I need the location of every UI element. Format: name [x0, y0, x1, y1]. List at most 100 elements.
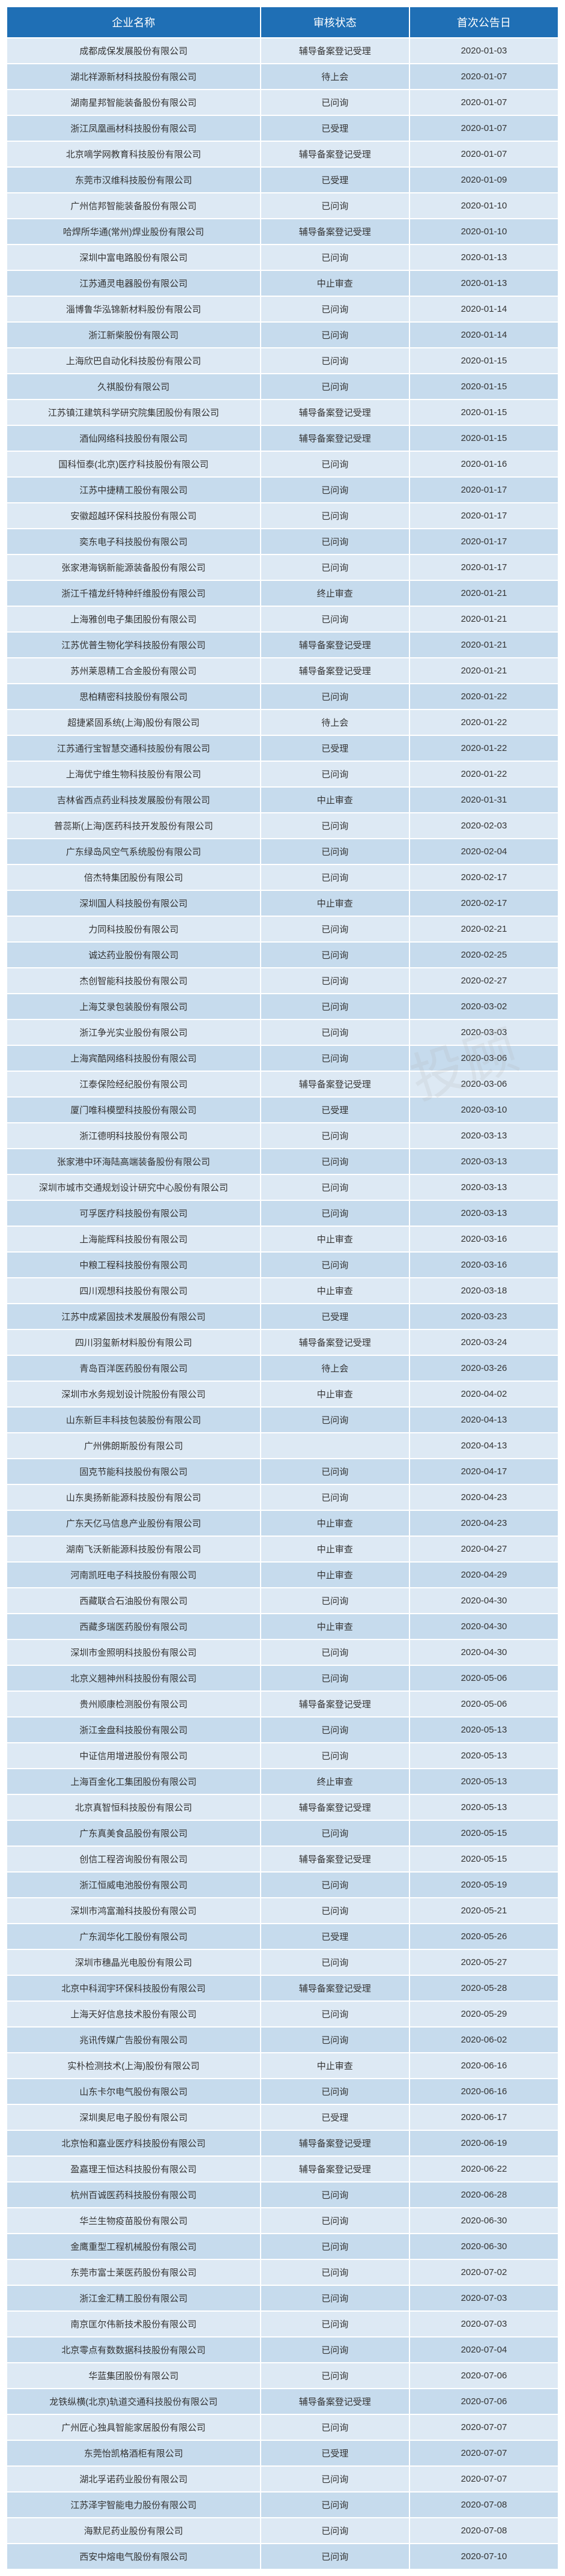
- cell-date: 2020-03-23: [409, 1304, 558, 1329]
- cell-date: 2020-01-15: [409, 348, 558, 374]
- table-row: 东莞怡凯格酒柜有限公司已受理2020-07-07: [7, 2440, 558, 2466]
- cell-date: 2020-04-30: [409, 1614, 558, 1639]
- cell-status: 已问询: [261, 1639, 409, 1665]
- cell-status: 已受理: [261, 735, 409, 761]
- table-row: 上海百金化工集团股份有限公司终止审查2020-05-13: [7, 1769, 558, 1794]
- table-row: 贵州顺康检测股份有限公司辅导备案登记受理2020-05-06: [7, 1691, 558, 1717]
- cell-date: 2020-05-19: [409, 1872, 558, 1898]
- table-row: 广东绿岛风空气系统股份有限公司已问询2020-02-04: [7, 839, 558, 864]
- cell-name: 浙江金汇精工股份有限公司: [7, 2285, 261, 2311]
- cell-name: 成都成保发展股份有限公司: [7, 38, 261, 64]
- cell-status: 已问询: [261, 1407, 409, 1433]
- cell-name: 江苏中捷精工股份有限公司: [7, 477, 261, 503]
- cell-name: 深圳市金照明科技股份有限公司: [7, 1639, 261, 1665]
- cell-name: 超捷紧固系统(上海)股份有限公司: [7, 709, 261, 735]
- cell-date: 2020-01-10: [409, 219, 558, 245]
- table-row: 超捷紧固系统(上海)股份有限公司待上会2020-01-22: [7, 709, 558, 735]
- cell-name: 久祺股份有限公司: [7, 374, 261, 399]
- cell-status: 已问询: [261, 1872, 409, 1898]
- table-row: 湖南星邦智能装备股份有限公司已问询2020-01-07: [7, 90, 558, 115]
- cell-name: 广州佛朗斯股份有限公司: [7, 1433, 261, 1459]
- cell-status: 已问询: [261, 1252, 409, 1278]
- cell-status: 已问询: [261, 554, 409, 580]
- table-row: 上海艾录包装股份有限公司已问询2020-03-02: [7, 994, 558, 1019]
- table-row: 上海宾酷网络科技股份有限公司已问询2020-03-06: [7, 1045, 558, 1071]
- table-row: 江泰保险经纪股份有限公司辅导备案登记受理2020-03-06: [7, 1071, 558, 1097]
- table-row: 西安中熔电气股份有限公司已问询2020-07-10: [7, 2544, 558, 2569]
- cell-date: 2020-05-06: [409, 1665, 558, 1691]
- table-row: 深圳市水务规划设计院股份有限公司中止审查2020-04-02: [7, 1381, 558, 1407]
- table-row: 河南凯旺电子科技股份有限公司中止审查2020-04-29: [7, 1562, 558, 1588]
- cell-date: 2020-07-08: [409, 2518, 558, 2544]
- table-row: 普蕊斯(上海)医药科技开发股份有限公司已问询2020-02-03: [7, 813, 558, 839]
- table-row: 诚达药业股份有限公司已问询2020-02-25: [7, 942, 558, 968]
- cell-date: 2020-01-31: [409, 787, 558, 813]
- table-row: 盈嘉理王恒达科技股份有限公司辅导备案登记受理2020-06-22: [7, 2156, 558, 2182]
- table-row: 奕东电子科技股份有限公司已问询2020-01-17: [7, 529, 558, 554]
- table-row: 中证信用增进股份有限公司已问询2020-05-13: [7, 1743, 558, 1769]
- cell-name: 哈焊所华通(常州)焊业股份有限公司: [7, 219, 261, 245]
- cell-name: 深圳市鸿富瀚科技股份有限公司: [7, 1898, 261, 1924]
- table-row: 四川羽玺新材料股份有限公司辅导备案登记受理2020-03-24: [7, 1329, 558, 1355]
- cell-name: 北京嘀学网教育科技股份有限公司: [7, 141, 261, 167]
- table-row: 苏州莱恩精工合金股份有限公司辅导备案登记受理2020-01-21: [7, 658, 558, 684]
- cell-name: 力同科技股份有限公司: [7, 916, 261, 942]
- cell-name: 广州信邦智能装备股份有限公司: [7, 193, 261, 219]
- cell-status: 已问询: [261, 1588, 409, 1614]
- cell-date: 2020-02-04: [409, 839, 558, 864]
- table-row: 成都成保发展股份有限公司辅导备案登记受理2020-01-03: [7, 38, 558, 64]
- cell-name: 普蕊斯(上海)医药科技开发股份有限公司: [7, 813, 261, 839]
- cell-name: 广东天亿马信息产业股份有限公司: [7, 1510, 261, 1536]
- cell-status: 已问询: [261, 477, 409, 503]
- cell-name: 华蓝集团股份有限公司: [7, 2363, 261, 2389]
- cell-status: 中止审查: [261, 1278, 409, 1304]
- cell-date: 2020-03-13: [409, 1174, 558, 1200]
- cell-status: 中止审查: [261, 1536, 409, 1562]
- cell-name: 四川观想科技股份有限公司: [7, 1278, 261, 1304]
- table-row: 浙江新柴股份有限公司已问询2020-01-14: [7, 322, 558, 348]
- cell-name: 西藏多瑞医药股份有限公司: [7, 1614, 261, 1639]
- cell-status: 已受理: [261, 1304, 409, 1329]
- cell-status: 已问询: [261, 761, 409, 787]
- cell-name: 广东绿岛风空气系统股份有限公司: [7, 839, 261, 864]
- cell-date: 2020-07-08: [409, 2492, 558, 2518]
- cell-name: 上海宾酷网络科技股份有限公司: [7, 1045, 261, 1071]
- table-row: 广东天亿马信息产业股份有限公司中止审查2020-04-23: [7, 1510, 558, 1536]
- cell-name: 吉林省西点药业科技发展股份有限公司: [7, 787, 261, 813]
- cell-status: 已问询: [261, 1045, 409, 1071]
- cell-name: 酒仙网络科技股份有限公司: [7, 425, 261, 451]
- cell-status: 已问询: [261, 1200, 409, 1226]
- cell-name: 诚达药业股份有限公司: [7, 942, 261, 968]
- cell-date: 2020-03-06: [409, 1071, 558, 1097]
- table-row: 西藏多瑞医药股份有限公司中止审查2020-04-30: [7, 1614, 558, 1639]
- col-date: 首次公告日: [409, 7, 558, 38]
- cell-date: 2020-07-07: [409, 2466, 558, 2492]
- table-row: 上海天好信息技术股份有限公司已问询2020-05-29: [7, 2001, 558, 2027]
- cell-status: 已受理: [261, 115, 409, 141]
- cell-status: 已问询: [261, 1149, 409, 1174]
- cell-name: 可孚医疗科技股份有限公司: [7, 1200, 261, 1226]
- table-row: 浙江凤凰画材科技股份有限公司已受理2020-01-07: [7, 115, 558, 141]
- cell-name: 张家港海锅新能源装备股份有限公司: [7, 554, 261, 580]
- cell-status: 已问询: [261, 90, 409, 115]
- cell-status: 已问询: [261, 296, 409, 322]
- cell-date: 2020-01-21: [409, 606, 558, 632]
- table-row: 哈焊所华通(常州)焊业股份有限公司辅导备案登记受理2020-01-10: [7, 219, 558, 245]
- cell-status: 已问询: [261, 529, 409, 554]
- cell-status: 已受理: [261, 1097, 409, 1123]
- table-row: 杭州百诚医药科技股份有限公司已问询2020-06-28: [7, 2182, 558, 2208]
- cell-name: 海默尼药业股份有限公司: [7, 2518, 261, 2544]
- cell-status: 已问询: [261, 2208, 409, 2234]
- cell-status: 待上会: [261, 64, 409, 90]
- cell-date: 2020-05-13: [409, 1769, 558, 1794]
- cell-date: 2020-04-13: [409, 1433, 558, 1459]
- cell-date: 2020-01-10: [409, 193, 558, 219]
- cell-name: 贵州顺康检测股份有限公司: [7, 1691, 261, 1717]
- cell-status: 已问询: [261, 2492, 409, 2518]
- table-row: 浙江德明科技股份有限公司已问询2020-03-13: [7, 1123, 558, 1149]
- cell-name: 东莞怡凯格酒柜有限公司: [7, 2440, 261, 2466]
- cell-status: 辅导备案登记受理: [261, 632, 409, 658]
- cell-date: 2020-01-14: [409, 322, 558, 348]
- table-row: 力同科技股份有限公司已问询2020-02-21: [7, 916, 558, 942]
- table-row: 兆讯传媒广告股份有限公司已问询2020-06-02: [7, 2027, 558, 2053]
